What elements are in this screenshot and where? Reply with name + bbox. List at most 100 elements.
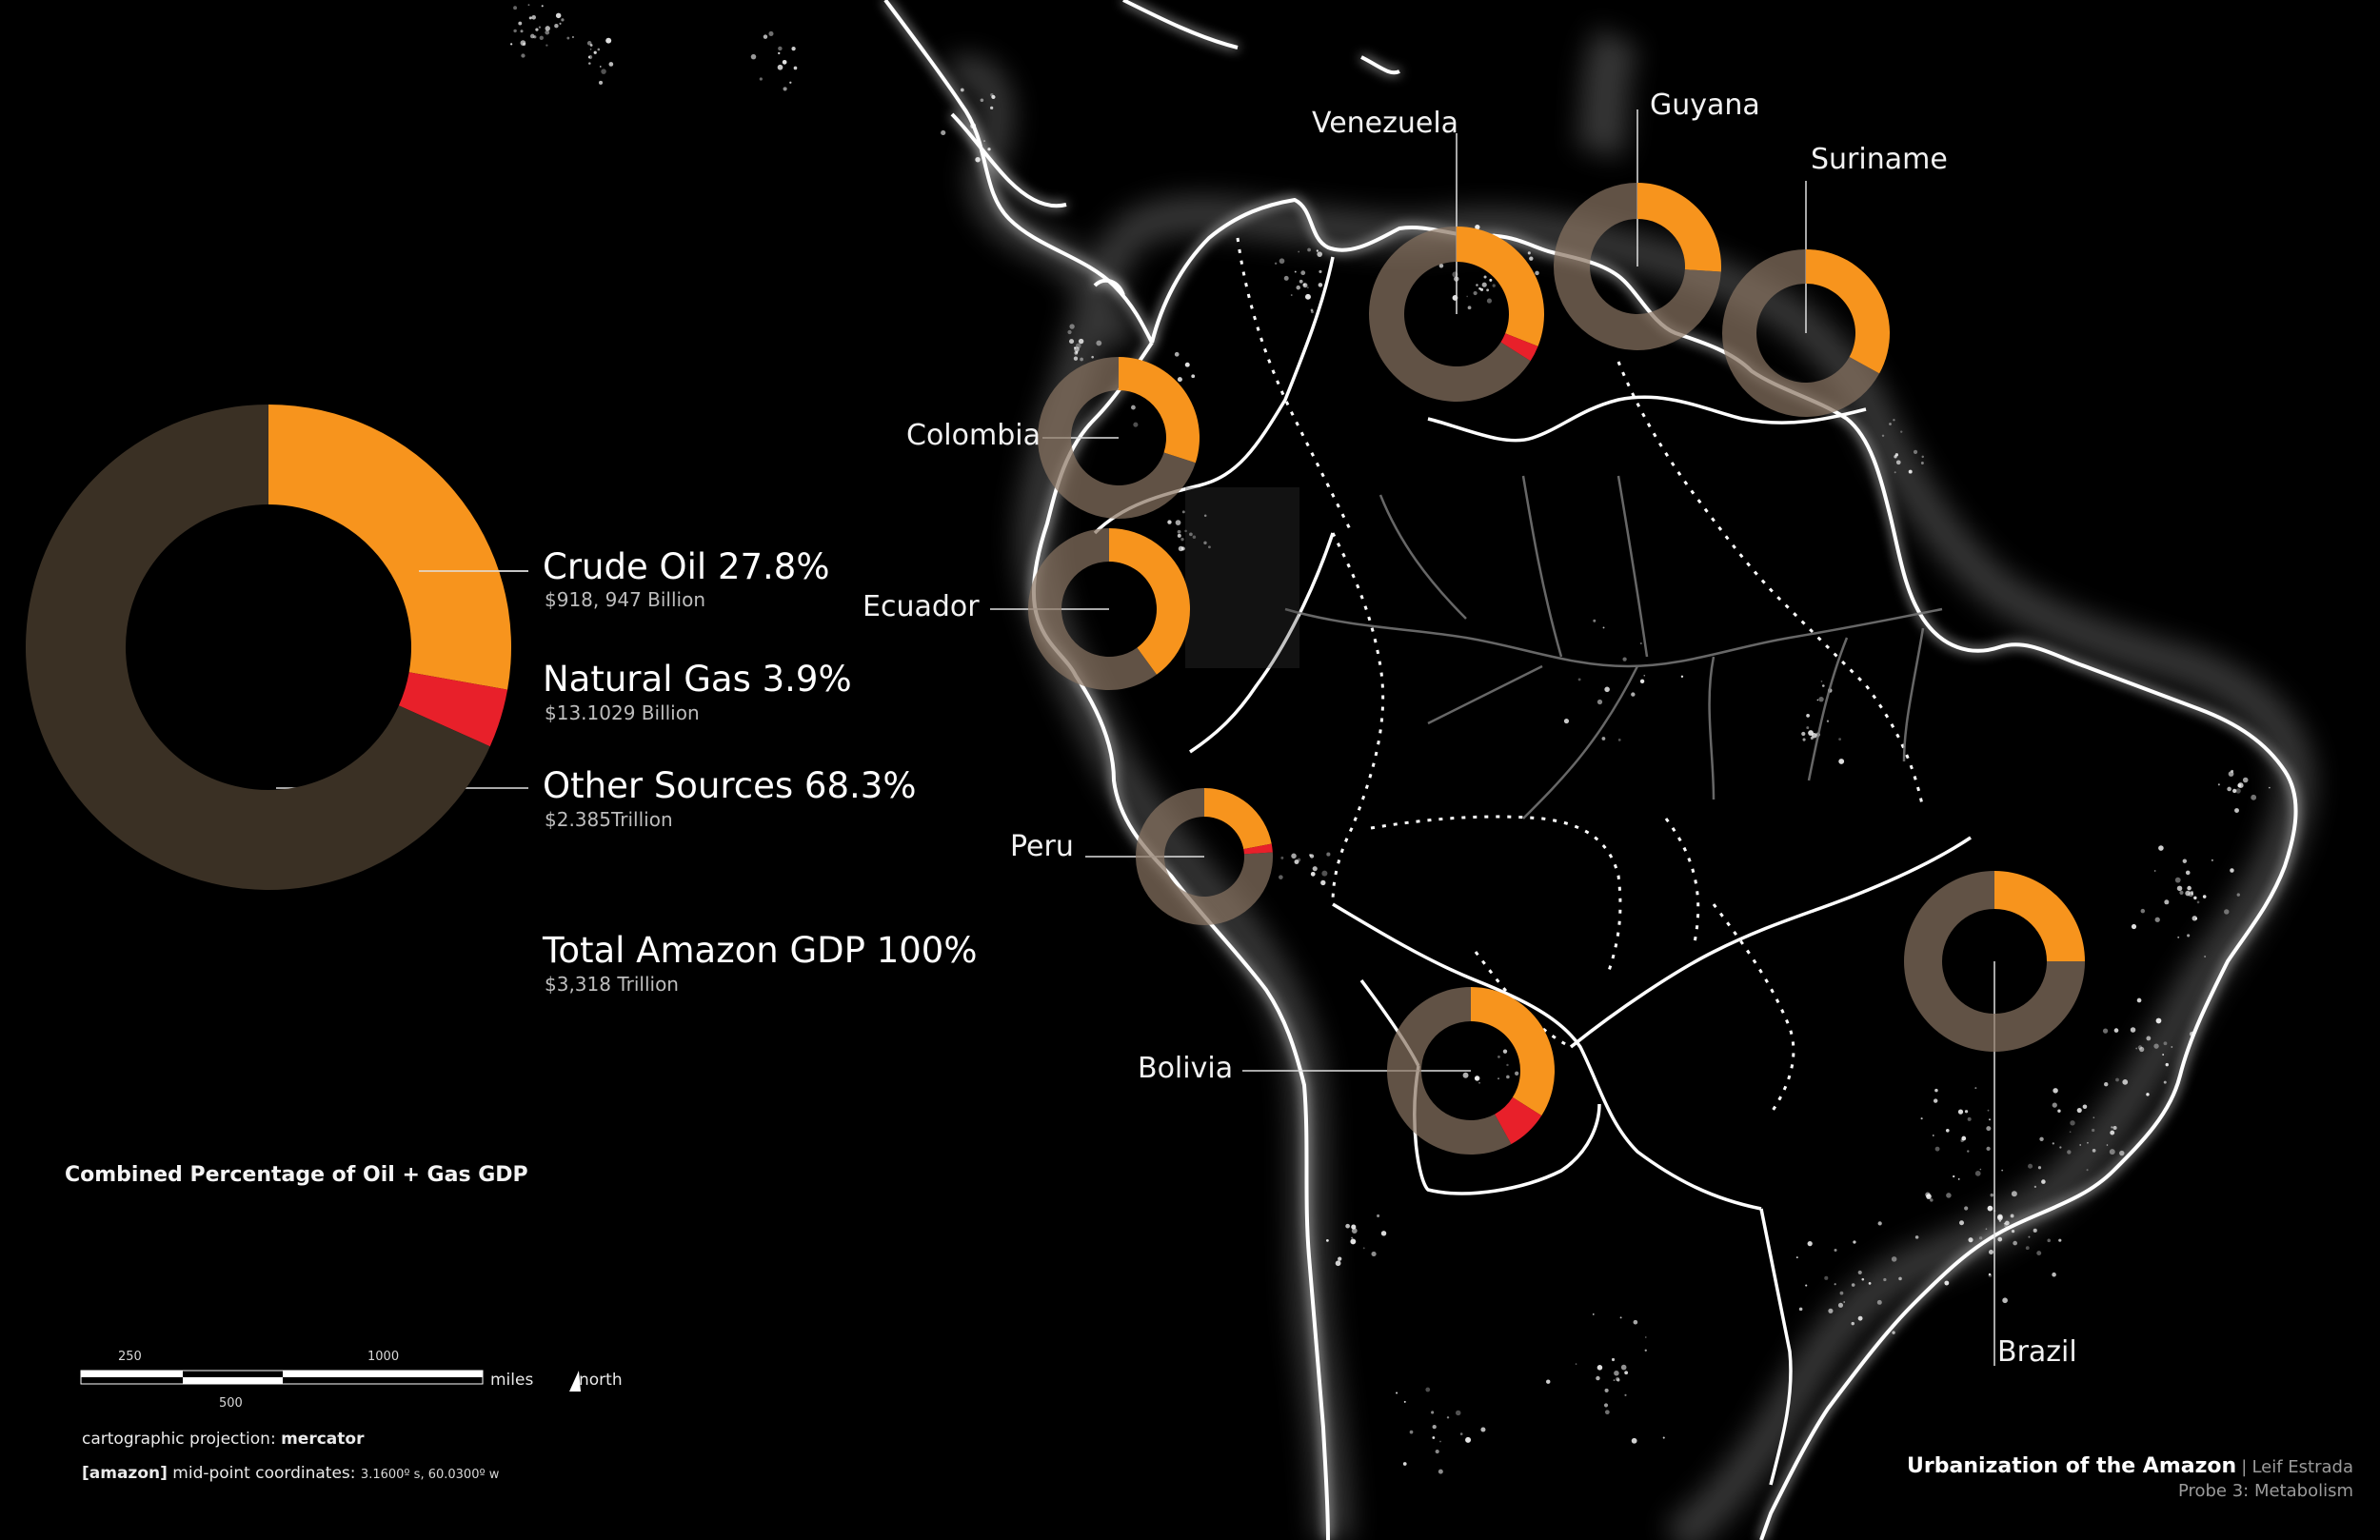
- city-light: [1529, 256, 1534, 261]
- city-light: [1380, 1231, 1387, 1236]
- city-light: [2268, 786, 2271, 789]
- city-light: [1611, 1357, 1616, 1362]
- donut-bolivia: [1387, 987, 1556, 1155]
- country-label-guyana: Guyana: [1650, 89, 1760, 122]
- city-light: [2052, 1272, 2056, 1277]
- city-light: [1283, 275, 1289, 281]
- city-light: [1801, 731, 1806, 737]
- donut-colombia: [1038, 357, 1200, 519]
- city-light: [1853, 1240, 1856, 1244]
- city-light: [1338, 1256, 1342, 1261]
- city-light: [2001, 1169, 2004, 1172]
- city-light: [1861, 1277, 1865, 1281]
- city-light: [1307, 247, 1311, 252]
- city-light: [1321, 870, 1328, 877]
- city-light: [587, 55, 591, 59]
- city-light: [2164, 899, 2170, 905]
- city-light: [561, 18, 565, 22]
- city-light: [980, 98, 984, 103]
- city-light: [1476, 284, 1478, 286]
- city-light: [2155, 1017, 2162, 1024]
- city-light: [2057, 1109, 2061, 1113]
- city-light: [1990, 1193, 1994, 1197]
- country-borders: [1093, 237, 1972, 1486]
- slice-oil: [1994, 871, 2085, 961]
- city-light: [1546, 1379, 1551, 1384]
- city-light: [2163, 1041, 2168, 1046]
- city-light: [2185, 890, 2191, 897]
- slice-other: [1387, 987, 1512, 1155]
- city-light: [1997, 1236, 2003, 1242]
- city-light: [518, 21, 523, 26]
- city-light: [2011, 1191, 2017, 1197]
- city-light: [1078, 338, 1084, 345]
- city-light: [2112, 1125, 2117, 1131]
- city-light: [1604, 1410, 1610, 1415]
- city-light: [1988, 1118, 1992, 1121]
- city-light: [1643, 674, 1646, 677]
- city-light: [1934, 1146, 1940, 1152]
- city-light: [1475, 224, 1480, 230]
- legend-slice-crude-oil: [268, 405, 511, 690]
- city-light: [1985, 1228, 1988, 1231]
- city-light: [2139, 1046, 2145, 1053]
- city-light: [2135, 1047, 2138, 1050]
- city-light: [2230, 868, 2234, 873]
- city-light: [1432, 1436, 1436, 1439]
- city-light: [1806, 713, 1810, 718]
- city-light: [528, 16, 532, 20]
- city-light: [2211, 859, 2213, 861]
- city-light: [1603, 1403, 1609, 1408]
- city-light: [1180, 538, 1184, 542]
- city-light: [2086, 1169, 2089, 1172]
- city-light: [1839, 1291, 1844, 1295]
- city-light: [510, 43, 513, 46]
- city-light: [2224, 909, 2230, 915]
- city-light: [2110, 1130, 2115, 1135]
- midpoint-label: mid-point coordinates:: [172, 1464, 356, 1483]
- city-light: [2109, 1149, 2115, 1155]
- city-light: [1620, 1364, 1627, 1371]
- north-arrow-icon: [569, 1371, 581, 1392]
- city-light: [777, 64, 783, 70]
- slice-other: [1369, 227, 1531, 402]
- city-light: [2187, 934, 2191, 938]
- city-light: [1515, 1071, 1519, 1076]
- city-light: [1300, 270, 1306, 276]
- city-light: [1946, 1193, 1952, 1198]
- city-light: [513, 6, 517, 10]
- city-light: [1317, 251, 1322, 257]
- city-light: [2137, 1045, 2143, 1050]
- city-light: [1816, 699, 1819, 701]
- city-light: [1480, 1427, 1486, 1432]
- city-light: [960, 88, 964, 92]
- donut-brazil: [1904, 871, 2085, 1052]
- city-light: [1843, 1301, 1846, 1303]
- slice-gas: [1243, 843, 1273, 855]
- city-light: [2025, 1246, 2030, 1251]
- city-light: [559, 22, 562, 25]
- city-light: [763, 34, 768, 39]
- city-light: [1184, 529, 1187, 533]
- city-light: [2028, 1163, 2033, 1169]
- city-light: [1596, 1375, 1600, 1381]
- city-light: [2176, 885, 2183, 892]
- city-light: [1073, 356, 1079, 361]
- city-light: [1446, 1416, 1450, 1419]
- credit-subtitle: Probe 3: Metabolism: [2177, 1481, 2353, 1501]
- city-light: [1467, 306, 1472, 310]
- city-light: [1439, 1440, 1441, 1443]
- city-light: [2217, 783, 2220, 786]
- city-light: [539, 35, 544, 40]
- legend-heading: Combined Percentage of Oil + Gas GDP: [65, 1163, 528, 1187]
- city-light: [1631, 1437, 1637, 1444]
- city-light: [1945, 1128, 1950, 1133]
- city-light: [1302, 283, 1308, 288]
- city-light: [1492, 284, 1496, 287]
- city-light: [2174, 877, 2181, 883]
- legend-other-sources-value: $2.385Trillion: [545, 808, 673, 831]
- city-light: [1459, 1432, 1463, 1435]
- city-light: [1857, 1315, 1863, 1321]
- city-light: [605, 37, 612, 44]
